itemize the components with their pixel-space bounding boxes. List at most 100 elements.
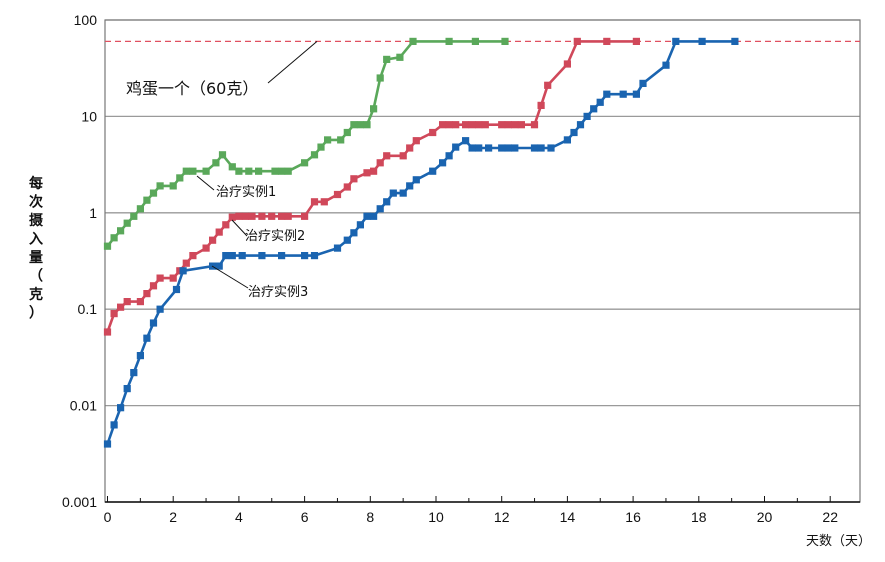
- data-point: [698, 37, 706, 45]
- data-point: [504, 144, 512, 152]
- data-point: [590, 105, 598, 113]
- data-point: [537, 101, 545, 109]
- data-point: [356, 221, 364, 229]
- data-point: [324, 136, 332, 144]
- data-point: [504, 121, 512, 129]
- data-point: [570, 128, 578, 137]
- data-point: [182, 259, 190, 267]
- data-point: [462, 137, 470, 145]
- data-point: [412, 176, 420, 184]
- data-point: [452, 143, 460, 151]
- x-tick-label: 6: [301, 509, 309, 525]
- data-point: [383, 55, 391, 63]
- data-point: [563, 60, 571, 68]
- data-point: [215, 228, 223, 236]
- data-point: [363, 169, 371, 177]
- data-point: [278, 167, 286, 175]
- data-point: [209, 236, 217, 244]
- data-point: [389, 189, 397, 197]
- data-point: [563, 136, 571, 144]
- data-point: [176, 174, 184, 182]
- x-tick-label: 22: [822, 509, 838, 525]
- data-point: [172, 285, 181, 294]
- data-point: [136, 205, 144, 213]
- data-point: [149, 189, 158, 197]
- data-point: [228, 252, 236, 260]
- reference-line-group: 鸡蛋一个（60克）: [105, 40, 860, 98]
- data-point: [370, 105, 378, 113]
- data-point: [632, 90, 640, 98]
- data-point: [117, 227, 125, 235]
- y-tick-label: 0.001: [62, 494, 97, 510]
- data-point: [278, 212, 286, 220]
- data-point: [573, 37, 581, 45]
- data-point: [301, 159, 309, 167]
- data-point: [731, 37, 739, 45]
- data-point: [222, 252, 230, 260]
- data-point: [485, 144, 493, 152]
- axis-titles: 每次摄入量（克） 天数（天）: [29, 175, 871, 549]
- data-point: [169, 182, 177, 190]
- x-tick-label: 18: [691, 509, 707, 525]
- x-tick-label: 14: [560, 509, 576, 525]
- data-point: [241, 212, 250, 220]
- data-point: [271, 167, 279, 175]
- data-point: [337, 136, 345, 144]
- data-point: [406, 144, 414, 152]
- data-point: [429, 167, 437, 175]
- data-point: [130, 212, 138, 220]
- data-point: [123, 385, 131, 393]
- data-point: [363, 212, 371, 220]
- y-tick-label: 10: [81, 108, 97, 124]
- data-point: [452, 121, 460, 129]
- series-label-2: 治疗实例2: [245, 229, 305, 244]
- data-point: [235, 212, 243, 220]
- data-point: [245, 167, 253, 175]
- x-tick-label: 0: [104, 509, 112, 525]
- reference-label: 鸡蛋一个（60克）: [126, 79, 258, 98]
- series-label-3: 治疗实例3: [248, 285, 308, 300]
- data-point: [376, 159, 384, 167]
- data-point: [501, 37, 509, 45]
- data-point: [406, 182, 414, 190]
- data-point: [149, 282, 158, 290]
- data-point: [202, 167, 210, 175]
- data-point: [123, 219, 131, 227]
- data-point: [370, 212, 378, 220]
- data-point: [350, 175, 358, 183]
- y-tick-label: 0.1: [78, 301, 98, 317]
- series-1: [103, 37, 509, 250]
- x-tick-label: 10: [428, 509, 444, 525]
- data-point: [117, 404, 125, 412]
- data-point: [110, 310, 118, 318]
- data-point: [255, 167, 263, 175]
- data-point: [383, 198, 391, 206]
- data-point: [475, 121, 483, 129]
- data-point: [310, 252, 319, 260]
- data-point: [439, 159, 447, 167]
- data-point: [169, 274, 177, 282]
- data-point: [544, 81, 552, 89]
- data-point: [356, 121, 364, 129]
- data-point: [301, 252, 309, 260]
- data-point: [301, 212, 309, 220]
- data-point: [149, 319, 158, 327]
- data-point: [343, 236, 351, 244]
- data-point: [445, 152, 453, 160]
- data-point: [284, 212, 292, 220]
- data-point: [619, 90, 627, 98]
- data-point: [278, 252, 286, 260]
- series-label-leader: [196, 175, 215, 191]
- data-point: [179, 267, 187, 275]
- data-point: [603, 90, 611, 98]
- data-point: [212, 159, 220, 167]
- data-point: [350, 229, 358, 237]
- data-point: [117, 303, 125, 311]
- data-point: [547, 144, 555, 152]
- axes: [104, 19, 861, 503]
- y-tick-label: 0.01: [70, 398, 97, 414]
- series-label-1: 治疗实例1: [216, 185, 276, 200]
- data-point: [383, 152, 391, 160]
- data-point: [530, 144, 539, 152]
